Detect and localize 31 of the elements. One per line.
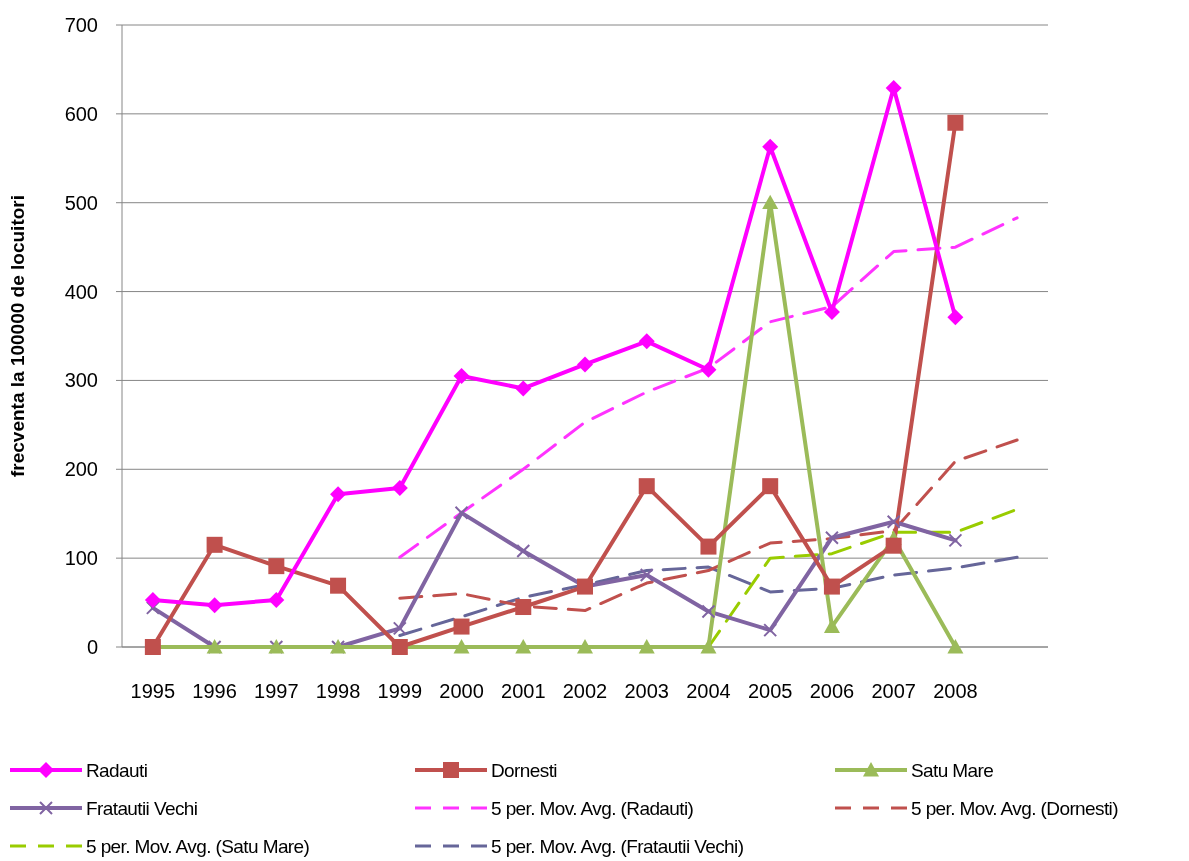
x-tick-label: 2005 — [747, 680, 793, 702]
y-tick-label: 600 — [64, 102, 98, 125]
legend-label: 5 per. Mov. Avg. (Satu Mare) — [86, 835, 310, 857]
x-tick-label: 1999 — [377, 680, 423, 702]
x-tick-label: 2008 — [933, 680, 978, 702]
y-tick-label: 100 — [64, 547, 98, 570]
x-tick-label: 2006 — [809, 680, 855, 702]
legend-label: Satu Mare — [911, 759, 994, 781]
y-tick-label: 400 — [64, 280, 98, 303]
legend-label: 5 per. Mov. Avg. (Fratautii Vechi) — [491, 835, 744, 857]
y-tick-label: 0 — [86, 636, 98, 658]
x-tick-label: 1997 — [254, 680, 299, 702]
legend-label: Radauti — [86, 759, 148, 781]
x-tick-label: 1998 — [315, 680, 361, 702]
x-tick-label: 2002 — [562, 680, 608, 702]
legend-label: 5 per. Mov. Avg. (Dornesti) — [911, 797, 1119, 819]
y-axis-title: frecventa la 100000 de locuitori — [7, 195, 28, 477]
x-tick-label: 2000 — [439, 680, 484, 702]
y-tick-label: 300 — [64, 369, 98, 392]
legend-label: Dornesti — [491, 759, 557, 781]
legend-label: Fratautii Vechi — [86, 797, 198, 819]
x-tick-label: 2003 — [624, 680, 669, 702]
x-tick-label: 1995 — [130, 680, 176, 702]
legend-label: 5 per. Mov. Avg. (Radauti) — [491, 797, 694, 819]
y-tick-label: 500 — [64, 191, 98, 214]
y-tick-label: 200 — [64, 458, 98, 481]
x-tick-label: 2004 — [686, 680, 731, 702]
x-tick-label: 1996 — [192, 680, 237, 702]
x-tick-label: 2007 — [871, 680, 916, 702]
y-tick-label: 700 — [64, 14, 98, 36]
x-tick-label: 2001 — [501, 680, 546, 702]
